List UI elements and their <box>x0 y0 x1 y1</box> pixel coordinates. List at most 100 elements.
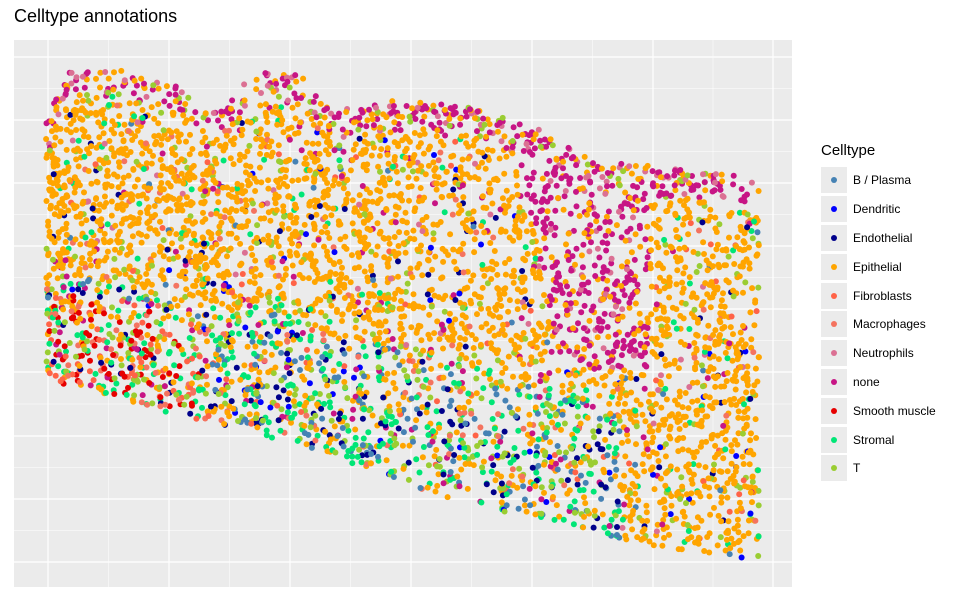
data-point <box>694 514 701 521</box>
data-point <box>647 261 654 267</box>
data-point <box>238 281 245 288</box>
data-point <box>691 454 698 461</box>
data-point <box>62 239 69 245</box>
data-point <box>353 366 360 373</box>
data-point <box>523 228 530 235</box>
data-point <box>279 166 286 173</box>
data-point <box>737 505 744 512</box>
data-point <box>655 169 662 176</box>
data-point <box>523 508 530 515</box>
data-point <box>171 296 178 303</box>
data-point <box>456 290 463 297</box>
data-point <box>102 69 109 75</box>
data-point <box>684 172 691 179</box>
data-point <box>591 353 598 360</box>
data-point <box>300 311 307 318</box>
data-point <box>528 209 535 216</box>
data-point <box>730 287 737 294</box>
data-point <box>459 251 466 258</box>
data-point <box>461 325 468 332</box>
data-point <box>498 473 505 480</box>
data-point <box>313 348 320 355</box>
data-point <box>732 468 739 475</box>
data-point <box>691 306 698 313</box>
data-point <box>596 392 603 399</box>
data-point <box>674 419 681 425</box>
data-point <box>632 490 639 497</box>
data-point <box>299 330 306 336</box>
data-point <box>112 246 118 253</box>
data-point <box>737 263 744 270</box>
data-point <box>587 178 593 185</box>
data-point <box>450 111 457 118</box>
data-point <box>733 453 740 459</box>
data-point <box>686 214 693 221</box>
data-point <box>626 163 633 170</box>
data-point <box>43 154 50 161</box>
data-point <box>249 252 256 258</box>
data-point <box>436 424 443 431</box>
data-point <box>604 170 611 176</box>
data-point <box>483 320 490 327</box>
data-point <box>234 185 241 192</box>
data-point <box>273 234 280 241</box>
data-point <box>559 389 566 396</box>
data-point <box>452 138 459 145</box>
data-point <box>567 300 574 307</box>
data-point <box>143 160 150 167</box>
data-point <box>375 364 382 371</box>
data-point <box>221 361 228 368</box>
data-point <box>542 452 548 459</box>
data-point <box>473 229 480 236</box>
data-point <box>218 403 225 410</box>
data-point <box>568 155 575 162</box>
data-point <box>76 92 83 99</box>
data-point <box>596 185 603 192</box>
data-point <box>755 188 762 194</box>
data-point <box>392 219 399 226</box>
data-point <box>502 260 508 266</box>
data-point <box>607 368 614 375</box>
data-point <box>450 246 457 253</box>
data-point <box>561 420 568 427</box>
data-point <box>755 553 762 559</box>
data-point <box>115 232 122 238</box>
data-point <box>364 140 371 147</box>
data-point <box>170 379 177 386</box>
data-point <box>407 138 413 145</box>
data-point <box>474 365 481 372</box>
data-point <box>172 91 179 98</box>
data-point <box>531 382 537 389</box>
data-point <box>165 313 172 320</box>
data-point <box>691 354 698 361</box>
data-point <box>602 190 609 197</box>
data-point <box>693 448 700 455</box>
data-point <box>327 330 334 337</box>
data-point <box>547 402 554 409</box>
data-point <box>721 383 728 390</box>
data-point <box>189 327 196 334</box>
data-point <box>351 119 357 126</box>
data-point <box>662 441 669 448</box>
data-point <box>712 171 719 178</box>
data-point <box>646 538 653 545</box>
data-point <box>395 273 401 280</box>
data-point <box>322 223 329 230</box>
data-point <box>460 269 467 276</box>
data-point <box>233 207 240 214</box>
data-point <box>420 126 427 133</box>
data-point <box>216 223 223 230</box>
data-point <box>447 231 454 238</box>
data-point <box>730 247 737 254</box>
data-point <box>410 227 417 234</box>
data-point <box>560 165 566 172</box>
data-point <box>166 403 173 410</box>
data-point <box>314 156 321 163</box>
data-point <box>611 458 618 465</box>
data-point <box>728 535 735 542</box>
data-point <box>199 234 206 241</box>
data-point <box>311 109 318 116</box>
data-point <box>719 178 726 185</box>
data-point <box>96 134 103 141</box>
data-point <box>368 451 375 457</box>
